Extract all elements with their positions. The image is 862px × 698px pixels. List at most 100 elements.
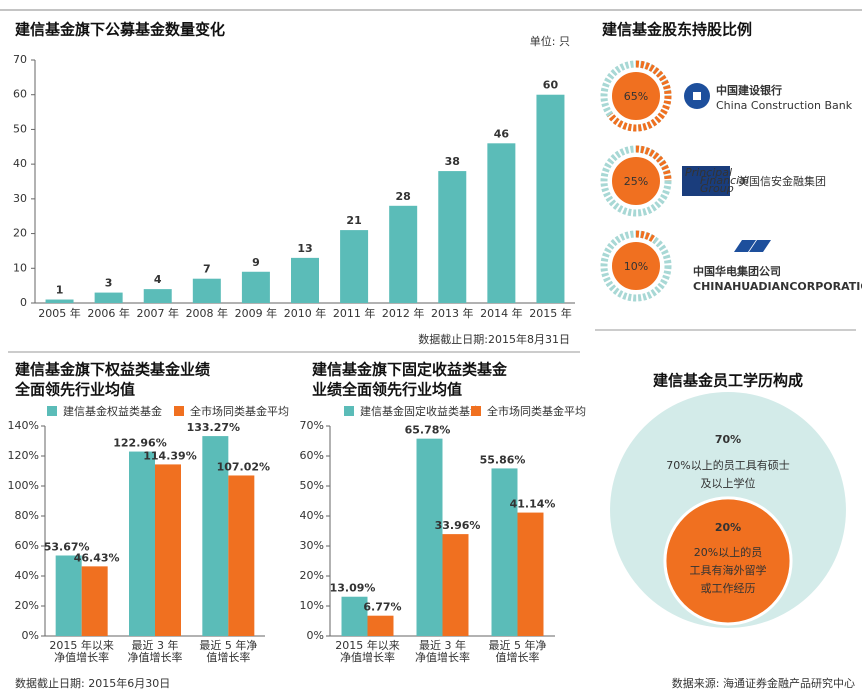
value-label: 3 [105,277,113,290]
legend-swatch [47,406,57,416]
y-tick-label: 70% [300,419,324,432]
value-label: 65.78% [405,424,451,437]
x-tick-label: 2015 年 [529,306,572,320]
logo-text: CHINAHUADIANCORPORATION [693,280,862,293]
logo-text: China Construction Bank [716,99,853,112]
legend-label: 全市场同类基金平均 [487,404,586,418]
y-tick-label: 30% [300,539,324,552]
y-tick-label: 20 [13,227,27,240]
chart-title: 业绩全面领先行业均值 [312,381,462,399]
y-tick-label: 20% [15,599,39,612]
bar [202,436,229,636]
bar [340,230,369,303]
chart-title: 建信基金旗下固定收益类基金 [312,361,508,379]
value-label: 53.67% [44,540,90,553]
y-tick-label: 50% [300,479,324,492]
logo-text: Group [700,182,734,195]
chart-title: 全面领先行业均值 [14,381,135,399]
unit-label: 单位: 只 [530,34,570,48]
source-note: 数据来源: 海通证券金融产品研究中心 [672,676,855,690]
value-label: 46 [494,127,510,140]
bar [55,555,82,636]
bar [442,534,469,636]
date-note: 数据截止日期: 2015年6月30日 [15,676,170,690]
chart-title: 建信基金旗下权益类基金业绩 [15,361,210,379]
value-label: 1 [56,284,64,297]
bar [491,468,518,636]
bar [143,289,172,303]
legend-swatch [174,406,184,416]
ring-core [610,240,662,292]
x-tick-label: 2006 年 [87,306,130,320]
value-label: 107.02% [217,460,270,473]
legend-label: 全市场同类基金平均 [190,404,289,418]
bar [517,512,544,636]
company-name: 中国华电集团公司 [693,264,781,278]
description: 20%以上的员 [694,545,762,559]
bar [155,464,181,636]
bar [291,257,319,303]
x-tick-label: 2010 年 [284,306,327,320]
legend-swatch [344,406,354,416]
x-tick-label: 2005 年 [38,306,81,320]
x-tick-label: 净值增长率 [128,650,183,664]
value-label: 6.77% [363,601,401,614]
x-tick-label: 2012 年 [382,306,425,320]
value-label: 21 [346,214,361,227]
x-tick-label: 净值增长率 [415,650,470,664]
y-tick-label: 40% [15,569,39,582]
value-label: 20% [715,521,741,534]
ring-share [635,230,657,244]
bar [389,205,418,303]
legend-swatch [471,406,481,416]
ring-core [610,70,662,122]
bar [129,451,155,636]
inner-circle [663,496,793,626]
value-label: 13.09% [330,582,376,595]
x-tick-label: 净值增长率 [340,650,395,664]
description: 70%以上的员工具有硕士 [666,458,789,472]
value-label: 38 [445,155,460,168]
bar [536,94,565,303]
x-tick-label: 2015 年以来 [49,638,114,652]
y-tick-label: 120% [8,449,39,462]
bar [341,596,368,636]
y-tick-label: 60 [13,88,27,101]
y-tick-label: 0% [22,629,39,642]
bar [45,299,74,303]
logo-text: Principal [685,166,732,179]
x-tick-label: 2011 年 [333,306,376,320]
logo-text: Financial [700,174,749,187]
value-label: 13 [297,242,312,255]
ring-label: 10% [624,260,648,273]
ring-label: 25% [624,175,648,188]
x-tick-label: 值增长率 [206,650,250,664]
y-tick-label: 50 [13,122,27,135]
y-tick-label: 40% [300,509,324,522]
y-tick-label: 0 [20,296,27,309]
description: 工具有海外留学 [690,563,767,577]
x-tick-label: 最近 5 年净 [489,638,547,652]
x-tick-label: 最近 3 年 [132,638,179,652]
logo [734,240,771,252]
logo [693,92,701,100]
ring-share [607,60,672,132]
y-tick-label: 70 [13,53,27,66]
bar [416,438,443,636]
value-label: 4 [154,273,162,286]
bar [241,271,270,303]
logo [682,166,730,196]
value-label: 60 [543,79,559,92]
bar [487,143,516,303]
x-tick-label: 2009 年 [235,306,278,320]
x-tick-label: 2008 年 [186,306,229,320]
chart-title: 建信基金员工学历构成 [653,372,803,390]
x-tick-label: 净值增长率 [54,650,109,664]
chart-title: 建信基金旗下公募基金数量变化 [15,21,225,39]
y-tick-label: 0% [307,629,324,642]
legend-label: 建信基金权益类基金 [63,404,162,418]
value-label: 133.27% [187,421,240,434]
y-tick-label: 10% [300,599,324,612]
bar [94,292,123,303]
